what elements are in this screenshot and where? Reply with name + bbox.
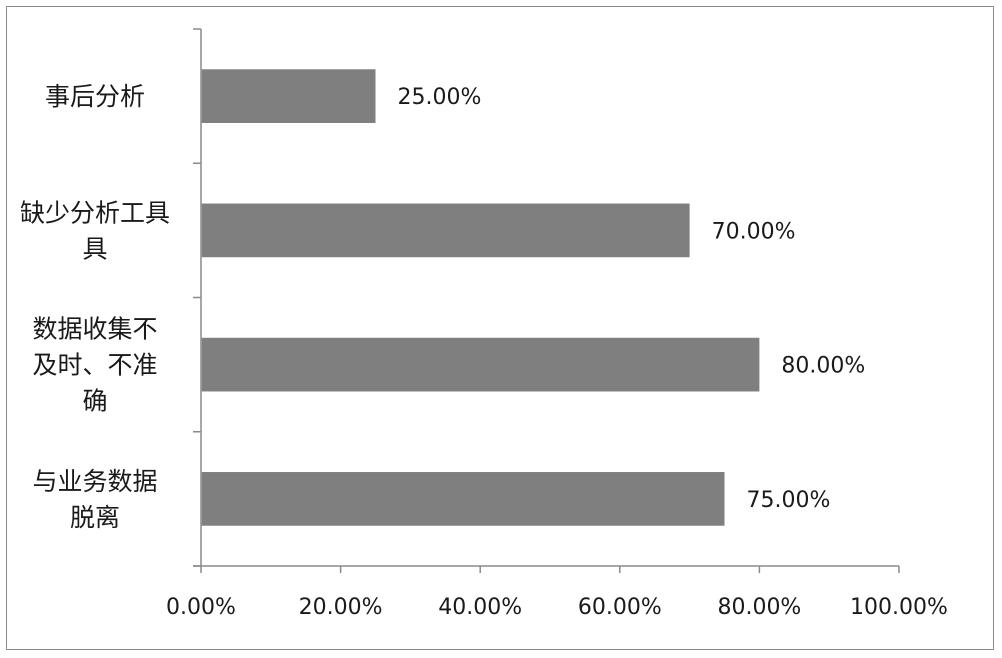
x-tick-label: 60.00%: [578, 595, 662, 620]
category-label-line: 脱离: [70, 503, 120, 532]
x-tick-label: 40.00%: [438, 595, 522, 620]
category-label: 事后分析: [45, 82, 145, 111]
data-label: 75.00%: [747, 488, 831, 513]
bar: [201, 337, 760, 392]
x-tick-label: 80.00%: [717, 595, 801, 620]
x-tick-label: 100.00%: [850, 595, 948, 620]
category-label-line: 缺少分析工具: [20, 198, 170, 227]
category-label-line: 与业务数据: [32, 467, 157, 496]
x-tick-label: 20.00%: [299, 595, 383, 620]
labels-layer: 0.00% 20.00% 40.00% 60.00% 80.00% 100.00% 25.0…: [20, 82, 948, 620]
category-label-line: 事后分析: [45, 82, 145, 111]
x-tick-label: 0.00%: [166, 595, 236, 620]
bars-layer: [201, 69, 760, 526]
category-label-line: 具: [82, 234, 107, 263]
bar: [201, 69, 376, 123]
data-label: 70.00%: [712, 219, 796, 244]
category-label-line: 数据收集不: [32, 315, 157, 344]
data-label: 80.00%: [781, 354, 865, 379]
data-label: 25.00%: [398, 85, 482, 110]
bar: [201, 203, 690, 258]
bar: [201, 472, 725, 526]
category-label-line: 及时、不准: [32, 351, 157, 380]
category-label-line: 确: [82, 387, 107, 416]
ticks-layer: [193, 28, 900, 573]
chart-frame: [6, 6, 994, 650]
